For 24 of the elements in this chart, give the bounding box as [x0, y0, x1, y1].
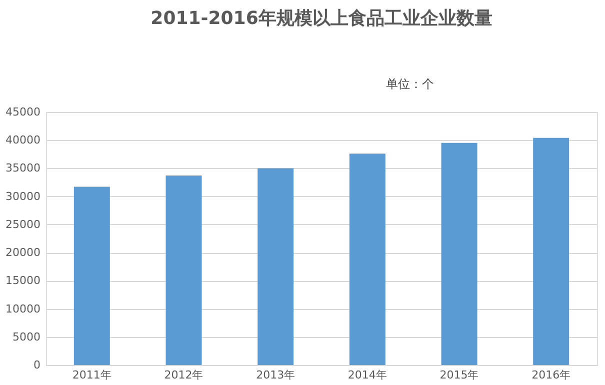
y-tick-label: 45000	[6, 106, 40, 118]
y-tick-label: 10000	[6, 302, 40, 316]
bar	[166, 176, 202, 365]
text: 单位：个	[386, 77, 434, 91]
x-tick-label: 2013年	[256, 368, 296, 382]
chart-title: 2011-2016年规模以上食品工业企业数量	[150, 8, 492, 29]
y-tick-label: 25000	[6, 218, 40, 231]
y-tick-label: 5000	[12, 330, 40, 344]
x-tick-label: 2012年	[164, 368, 204, 382]
bar	[74, 186, 110, 365]
y-tick-label: 20000	[6, 246, 40, 260]
x-tick-label: 2011年	[72, 368, 112, 382]
x-tick-label: 2015年	[440, 368, 479, 382]
bar	[533, 138, 570, 365]
y-tick-label: 30000	[6, 190, 40, 203]
y-tick-label: 35000	[6, 162, 40, 175]
bar	[441, 142, 478, 365]
x-tick-label: 2014年	[348, 368, 387, 382]
y-tick-label: 40000	[6, 134, 40, 147]
y-tick-label: 15000	[6, 274, 40, 288]
x-tick-label: 2016年	[532, 368, 571, 382]
bar	[349, 154, 386, 365]
y-tick-label: 0	[34, 358, 40, 372]
bar	[258, 168, 294, 365]
